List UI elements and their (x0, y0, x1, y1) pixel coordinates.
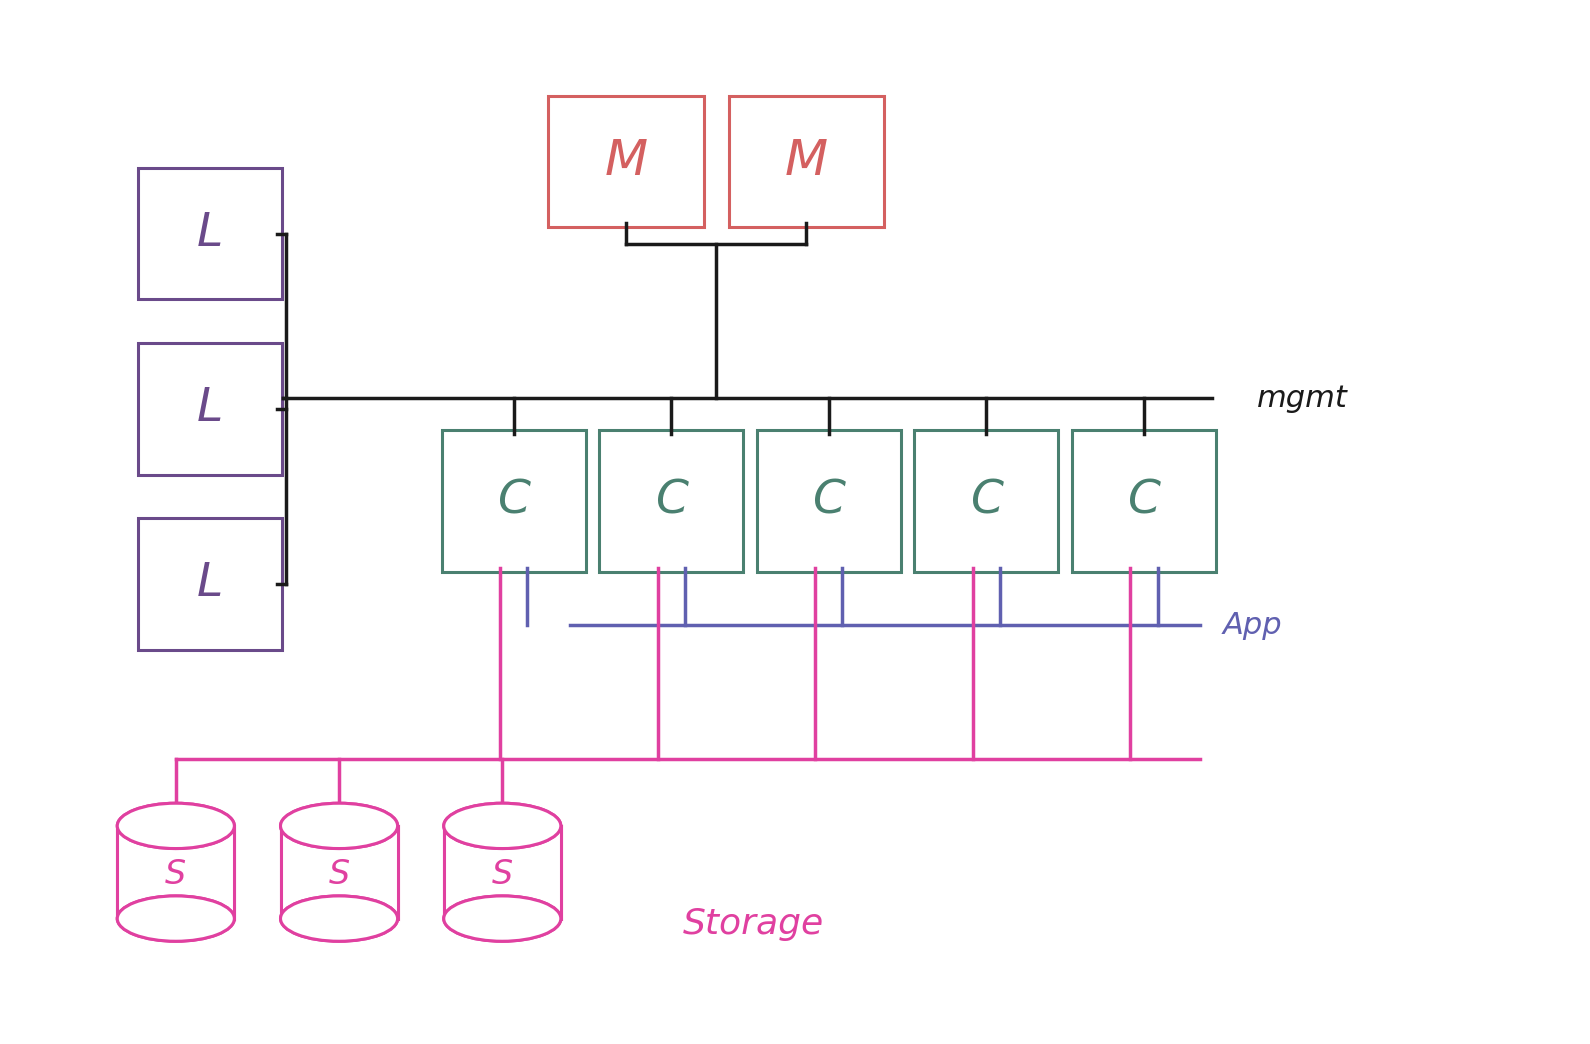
Text: C: C (1127, 479, 1161, 524)
FancyBboxPatch shape (138, 168, 281, 300)
Ellipse shape (280, 803, 398, 849)
Ellipse shape (444, 896, 561, 942)
Text: C: C (498, 479, 529, 524)
FancyBboxPatch shape (1072, 430, 1216, 572)
Ellipse shape (280, 896, 398, 942)
Text: L: L (197, 211, 223, 256)
Ellipse shape (118, 803, 234, 849)
Text: App: App (1223, 611, 1283, 640)
FancyBboxPatch shape (138, 342, 281, 475)
Ellipse shape (444, 896, 561, 942)
Text: Storage: Storage (682, 907, 824, 941)
Text: L: L (197, 562, 223, 607)
Text: M: M (604, 138, 647, 186)
Text: C: C (970, 479, 1003, 524)
Polygon shape (118, 826, 234, 919)
FancyBboxPatch shape (138, 518, 281, 649)
Ellipse shape (444, 803, 561, 849)
Text: S: S (491, 858, 514, 891)
FancyBboxPatch shape (914, 430, 1059, 572)
Text: M: M (785, 138, 828, 186)
Ellipse shape (118, 803, 234, 849)
Ellipse shape (444, 803, 561, 849)
Text: S: S (329, 858, 350, 891)
FancyBboxPatch shape (442, 430, 585, 572)
Ellipse shape (280, 803, 398, 849)
Ellipse shape (118, 896, 234, 942)
Text: C: C (655, 479, 687, 524)
Text: S: S (165, 858, 186, 891)
Text: C: C (812, 479, 846, 524)
Text: L: L (197, 386, 223, 431)
FancyBboxPatch shape (549, 96, 704, 228)
Text: mgmt: mgmt (1256, 384, 1347, 412)
Polygon shape (280, 826, 398, 919)
FancyBboxPatch shape (757, 430, 902, 572)
FancyBboxPatch shape (599, 430, 743, 572)
Ellipse shape (118, 896, 234, 942)
Ellipse shape (280, 896, 398, 942)
Polygon shape (444, 826, 561, 919)
FancyBboxPatch shape (728, 96, 884, 228)
